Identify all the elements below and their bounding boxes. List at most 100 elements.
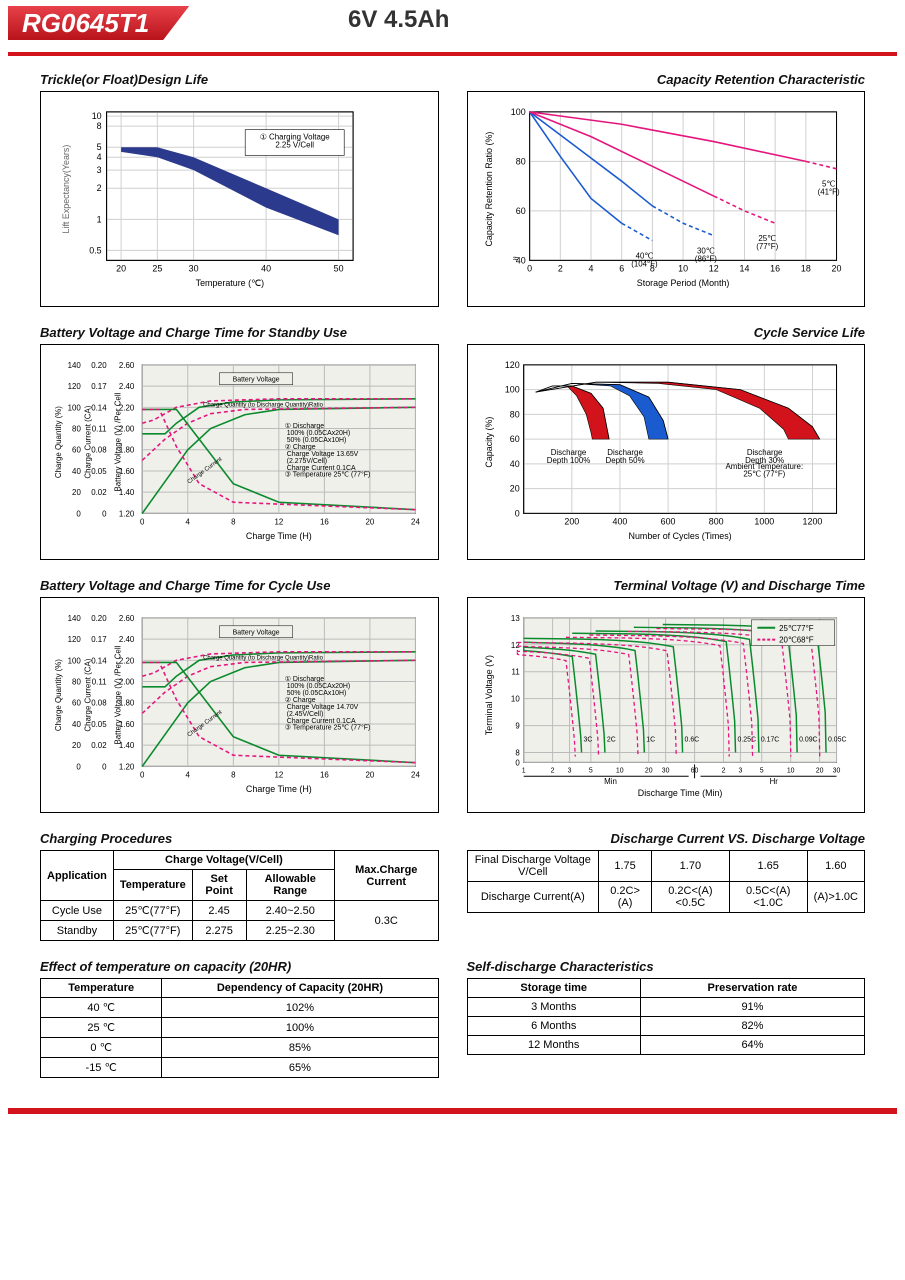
svg-text:100: 100 bbox=[68, 656, 82, 665]
table-row: 12 Months64% bbox=[467, 1036, 865, 1055]
svg-text:Terminal Voltage (V): Terminal Voltage (V) bbox=[484, 655, 494, 735]
self-discharge-table: Storage timePreservation rate3 Months91%… bbox=[467, 978, 866, 1055]
svg-text:2: 2 bbox=[97, 183, 102, 193]
svg-text:0: 0 bbox=[514, 508, 519, 518]
svg-text:5: 5 bbox=[97, 142, 102, 152]
svg-text:Capacity (%): Capacity (%) bbox=[484, 417, 494, 468]
svg-text:30: 30 bbox=[661, 767, 669, 774]
svg-text:4: 4 bbox=[97, 152, 102, 162]
svg-text:25: 25 bbox=[152, 263, 162, 273]
svg-text:0: 0 bbox=[102, 762, 107, 771]
svg-text:0: 0 bbox=[76, 509, 81, 518]
svg-text:140: 140 bbox=[68, 614, 82, 623]
svg-text:20: 20 bbox=[644, 767, 652, 774]
table-row: Discharge Current(A) 0.2C>(A) 0.2C<(A)<0… bbox=[467, 882, 865, 913]
svg-text:10: 10 bbox=[92, 111, 102, 121]
svg-text:30: 30 bbox=[832, 767, 840, 774]
svg-text:60: 60 bbox=[72, 446, 81, 455]
svg-text:2.60: 2.60 bbox=[119, 614, 135, 623]
svg-text:0: 0 bbox=[140, 770, 145, 779]
svg-text:120: 120 bbox=[504, 360, 519, 370]
svg-text:4: 4 bbox=[588, 263, 593, 273]
footer-red-bar bbox=[8, 1108, 897, 1114]
svg-text:0.6C: 0.6C bbox=[684, 737, 699, 744]
svg-text:100: 100 bbox=[68, 403, 82, 412]
svg-text:Lift Expectancy(Years): Lift Expectancy(Years) bbox=[61, 145, 71, 234]
svg-text:1.20: 1.20 bbox=[119, 509, 135, 518]
svg-text:8: 8 bbox=[515, 748, 520, 757]
svg-text:10: 10 bbox=[786, 767, 794, 774]
svg-text:50: 50 bbox=[334, 263, 344, 273]
t1-sp: Set Point bbox=[192, 870, 246, 901]
svg-text:2.40: 2.40 bbox=[119, 635, 135, 644]
svg-text:40: 40 bbox=[509, 459, 519, 469]
svg-text:Battery Voltage: Battery Voltage bbox=[233, 630, 280, 637]
svg-text:0.05: 0.05 bbox=[91, 720, 107, 729]
svg-text:16: 16 bbox=[320, 517, 329, 526]
svg-text:80: 80 bbox=[72, 424, 81, 433]
svg-text:12: 12 bbox=[274, 770, 283, 779]
svg-text:16: 16 bbox=[770, 263, 780, 273]
svg-text:0.14: 0.14 bbox=[91, 403, 107, 412]
svg-text:20: 20 bbox=[366, 770, 375, 779]
chart1-title: Trickle(or Float)Design Life bbox=[40, 72, 439, 87]
svg-text:0.17C: 0.17C bbox=[760, 737, 778, 744]
svg-text:8: 8 bbox=[231, 770, 236, 779]
svg-text:25℃(77°F): 25℃(77°F) bbox=[756, 234, 778, 251]
svg-text:80: 80 bbox=[509, 409, 519, 419]
svg-text:0.20: 0.20 bbox=[91, 361, 107, 370]
svg-text:1000: 1000 bbox=[754, 516, 774, 526]
svg-text:Charge Current (CA): Charge Current (CA) bbox=[84, 405, 93, 478]
svg-text:Charge Quantity (to Discharge: Charge Quantity (to Discharge Quantity)R… bbox=[203, 402, 323, 408]
svg-text:0: 0 bbox=[76, 762, 81, 771]
svg-text:0.05: 0.05 bbox=[91, 467, 107, 476]
svg-text:0.17: 0.17 bbox=[91, 635, 106, 644]
chart5-frame: 001.20200.021.40400.051.60600.081.80800.… bbox=[40, 597, 439, 813]
chart3-frame: 001.20200.021.40400.051.60600.081.80800.… bbox=[40, 344, 439, 560]
svg-text:≈: ≈ bbox=[513, 253, 519, 264]
svg-text:13: 13 bbox=[510, 614, 519, 623]
svg-text:DischargeDepth 100%: DischargeDepth 100% bbox=[546, 448, 590, 465]
chart1-frame: 20253040500.512345810Lift Expectancy(Yea… bbox=[40, 91, 439, 307]
svg-text:20: 20 bbox=[72, 488, 81, 497]
svg-text:20: 20 bbox=[509, 484, 519, 494]
table-row: 3 Months91% bbox=[467, 998, 865, 1017]
svg-text:6: 6 bbox=[619, 263, 624, 273]
svg-text:0.20: 0.20 bbox=[91, 614, 107, 623]
discharge-table: Final Discharge Voltage V/Cell 1.75 1.70… bbox=[467, 850, 866, 913]
svg-text:80: 80 bbox=[515, 156, 525, 166]
svg-text:Storage Period (Month): Storage Period (Month) bbox=[636, 278, 729, 288]
table-row: Final Discharge Voltage V/Cell 1.75 1.70… bbox=[467, 851, 865, 882]
svg-text:20: 20 bbox=[116, 263, 126, 273]
svg-text:Charge Time (H): Charge Time (H) bbox=[246, 784, 312, 794]
t1-temp: Temperature bbox=[113, 870, 192, 901]
svg-text:5: 5 bbox=[759, 767, 763, 774]
rating-text: 6V 4.5Ah bbox=[348, 6, 449, 34]
svg-text:0.05C: 0.05C bbox=[828, 737, 846, 744]
svg-text:40: 40 bbox=[72, 720, 81, 729]
table4-title: Self-discharge Characteristics bbox=[467, 959, 866, 974]
svg-text:5: 5 bbox=[588, 767, 592, 774]
svg-text:Charge Quantity (%): Charge Quantity (%) bbox=[54, 406, 63, 478]
chart6-frame: 08910111213123510203060235102030MinHrDis… bbox=[467, 597, 866, 813]
svg-text:0.08: 0.08 bbox=[91, 699, 107, 708]
svg-text:Number of Cycles (Times): Number of Cycles (Times) bbox=[628, 531, 731, 541]
svg-text:400: 400 bbox=[612, 516, 627, 526]
svg-text:25℃77°F: 25℃77°F bbox=[779, 624, 814, 633]
svg-text:Charge Time (H): Charge Time (H) bbox=[246, 531, 312, 541]
svg-text:Charge Quantity (to Discharge: Charge Quantity (to Discharge Quantity)R… bbox=[203, 655, 323, 661]
svg-text:200: 200 bbox=[564, 516, 579, 526]
svg-text:30: 30 bbox=[189, 263, 199, 273]
svg-text:24: 24 bbox=[411, 517, 420, 526]
t1-ar: Allowable Range bbox=[246, 870, 334, 901]
temp-capacity-table: TemperatureDependency of Capacity (20HR)… bbox=[40, 978, 439, 1078]
svg-text:60: 60 bbox=[509, 434, 519, 444]
svg-text:Battery Voltage: Battery Voltage bbox=[233, 377, 280, 384]
svg-text:16: 16 bbox=[320, 770, 329, 779]
svg-text:10: 10 bbox=[678, 263, 688, 273]
table-row: Cycle Use 25℃(77°F) 2.45 2.40~2.50 0.3C bbox=[41, 901, 439, 921]
svg-text:3: 3 bbox=[567, 767, 571, 774]
table2-title: Discharge Current VS. Discharge Voltage bbox=[467, 831, 866, 846]
svg-text:0.14: 0.14 bbox=[91, 656, 107, 665]
svg-text:0: 0 bbox=[527, 263, 532, 273]
